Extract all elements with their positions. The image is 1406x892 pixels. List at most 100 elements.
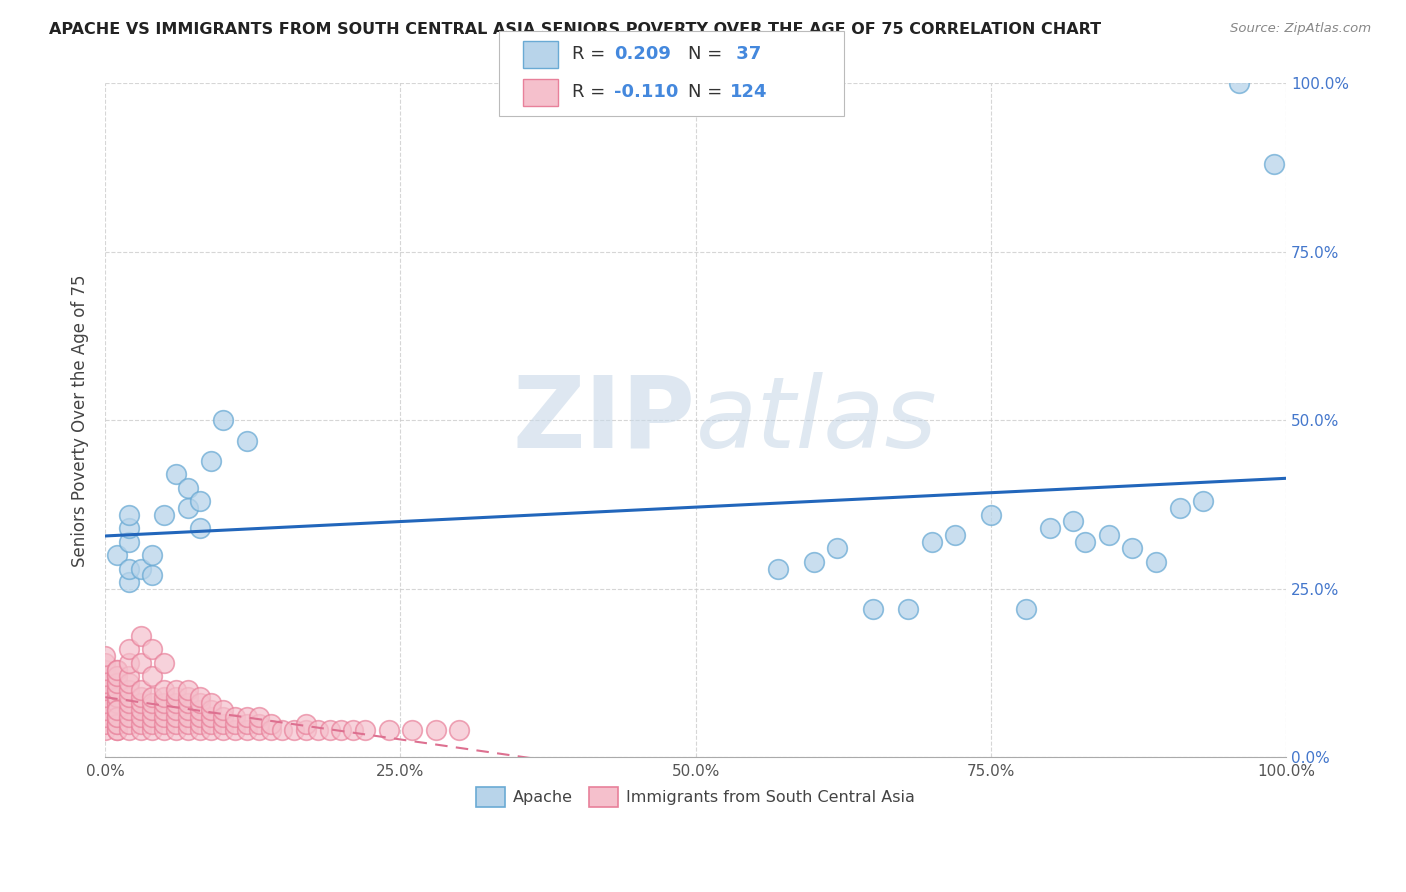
Point [1263,157,1285,171]
Point [177,481,200,495]
Point [105,716,128,731]
Point [200,723,222,738]
Text: atlas: atlas [696,372,938,469]
Point [118,575,141,590]
Text: 37: 37 [730,45,761,63]
Point [943,528,966,542]
Point [307,723,329,738]
Point [94,690,117,704]
Point [354,723,377,738]
Point [94,710,117,724]
Point [129,690,152,704]
Point [188,723,211,738]
Point [980,508,1002,522]
Point [118,669,141,683]
Point [425,723,447,738]
Text: Source: ZipAtlas.com: Source: ZipAtlas.com [1230,22,1371,36]
Point [105,548,128,562]
Point [105,663,128,677]
Point [1144,555,1167,569]
Point [105,669,128,683]
Point [105,676,128,690]
Point [236,434,259,448]
Point [212,723,235,738]
Point [1121,541,1143,556]
Point [318,723,340,738]
Text: R =: R = [572,83,612,101]
Point [118,508,141,522]
Point [94,703,117,717]
Point [153,710,176,724]
Point [105,697,128,711]
Point [862,602,884,616]
Point [295,716,318,731]
Point [177,716,200,731]
Point [200,716,222,731]
Point [259,716,281,731]
Point [165,723,187,738]
Text: 124: 124 [730,83,768,101]
Point [94,669,117,683]
Text: N =: N = [688,83,727,101]
Point [105,682,128,697]
Point [105,703,128,717]
Point [118,682,141,697]
Point [105,697,128,711]
Point [165,710,187,724]
Point [200,454,222,468]
Point [247,710,270,724]
Point [449,723,471,738]
Point [165,716,187,731]
Point [1098,528,1121,542]
Point [94,723,117,738]
Point [105,676,128,690]
Point [177,500,200,515]
Point [177,723,200,738]
Point [94,649,117,664]
Point [141,723,163,738]
Point [105,703,128,717]
Point [188,703,211,717]
Point [165,467,187,482]
Point [141,548,163,562]
Point [224,710,246,724]
Point [118,561,141,575]
Point [94,663,117,677]
Point [94,656,117,670]
Point [118,642,141,657]
Point [105,690,128,704]
Point [129,710,152,724]
Y-axis label: Seniors Poverty Over the Age of 75: Seniors Poverty Over the Age of 75 [72,274,89,566]
Point [129,561,152,575]
Point [1074,534,1097,549]
Point [188,521,211,535]
Point [200,697,222,711]
Point [295,723,318,738]
Point [141,697,163,711]
Point [129,629,152,643]
Point [129,697,152,711]
Point [141,642,163,657]
Point [188,697,211,711]
Point [188,690,211,704]
Point [200,710,222,724]
Point [118,697,141,711]
Point [141,716,163,731]
Point [921,534,943,549]
Point [105,682,128,697]
Point [118,656,141,670]
Point [141,690,163,704]
Point [153,508,176,522]
Point [1227,77,1250,91]
Point [141,703,163,717]
Point [401,723,423,738]
Point [212,716,235,731]
Point [105,716,128,731]
Point [259,723,281,738]
Point [94,682,117,697]
Point [105,723,128,738]
Point [177,697,200,711]
Point [118,676,141,690]
Point [105,703,128,717]
Point [165,697,187,711]
